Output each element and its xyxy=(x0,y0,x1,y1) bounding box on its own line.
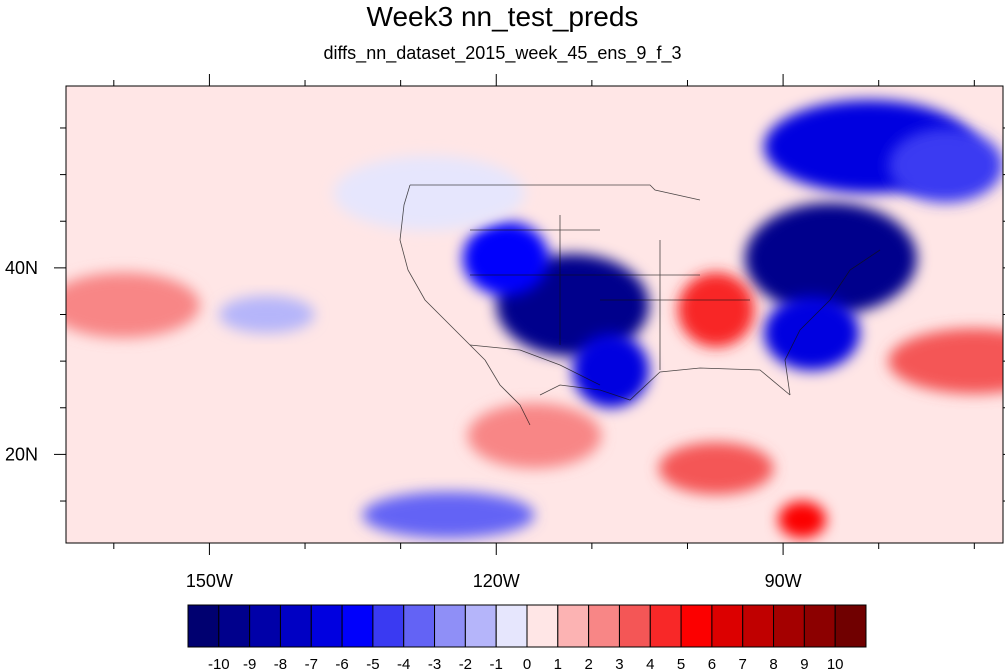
colorbar-swatch xyxy=(680,604,713,648)
colorbar-label: -1 xyxy=(490,656,503,672)
colorbar-swatch xyxy=(649,604,682,648)
gulf-coast xyxy=(539,367,791,401)
colorbar-swatch xyxy=(310,604,343,648)
anomaly-field xyxy=(66,99,1003,539)
colorbar-label: 2 xyxy=(584,656,592,672)
colorbar-label: -3 xyxy=(428,656,441,672)
anomaly-northeast-pacific xyxy=(333,155,525,231)
colorbar-swatch xyxy=(341,604,374,648)
colorbar-swatch xyxy=(218,604,251,648)
lat-tick-label: 20N xyxy=(5,444,38,464)
us-canada-border xyxy=(410,184,701,201)
anomaly-great-basin xyxy=(462,221,549,296)
colorbar-label: -9 xyxy=(243,656,256,672)
colorbar-label: -7 xyxy=(305,656,318,672)
colorbar-label: -4 xyxy=(397,656,410,672)
colorbar-label: 3 xyxy=(615,656,623,672)
colorbar-label: 9 xyxy=(800,656,808,672)
anomaly-north-pacific xyxy=(66,272,200,338)
colorbar-swatch xyxy=(372,604,405,648)
colorbar-swatch xyxy=(773,604,805,648)
colorbar-label: -8 xyxy=(274,656,287,672)
colorbar-swatch xyxy=(434,604,466,648)
colorbar-label: -6 xyxy=(335,656,348,672)
us-west-coast xyxy=(399,184,486,361)
chart-title: Week3 nn_test_preds xyxy=(366,1,639,32)
lat-tick-label: 40N xyxy=(5,258,38,278)
colorbar-label: 10 xyxy=(827,656,844,672)
us-mexico-border xyxy=(469,344,601,386)
colorbar-label: 7 xyxy=(739,656,747,672)
colorbar-label: -2 xyxy=(459,656,472,672)
colorbar-label: 5 xyxy=(677,656,685,672)
colorbar-swatch xyxy=(588,604,620,648)
colorbar-swatch xyxy=(249,604,281,648)
colorbar-label: 0 xyxy=(523,656,531,672)
colorbar-swatch xyxy=(526,604,559,648)
colorbar-swatch xyxy=(187,604,220,648)
anomaly-northern-mexico xyxy=(572,333,650,408)
colorbar-swatch xyxy=(557,604,590,648)
colorbar-label: 1 xyxy=(554,656,562,672)
colorbar-label: -10 xyxy=(208,656,230,672)
colorbar-swatch xyxy=(464,604,497,648)
colorbar: -10 -9 -8 -7 -6 -5 -4 -3 -2 -1 0 1 2 3 4 5 6 7 8 9 10 xyxy=(187,604,867,672)
coastlines-and-borders xyxy=(399,184,881,426)
baja-coast xyxy=(484,359,531,426)
colorbar-swatch xyxy=(495,604,528,648)
anomaly-great-lakes xyxy=(744,202,917,315)
chart-subtitle: diffs_nn_dataset_2015_week_45_ens_9_f_3 xyxy=(323,43,682,63)
colorbar-label: 4 xyxy=(646,656,654,672)
anomaly-eastern-tropical-pacific xyxy=(362,491,535,539)
colorbar-swatch xyxy=(618,604,651,648)
axis-ticks xyxy=(54,74,1005,555)
colorbar-swatch xyxy=(711,604,744,648)
colorbar-label: 8 xyxy=(769,656,777,672)
colorbar-swatch xyxy=(279,604,312,648)
map-plot-area xyxy=(66,86,1003,543)
lon-tick-label: 90W xyxy=(765,571,802,591)
state-line-1 xyxy=(470,215,750,370)
anomaly-baja-offshore xyxy=(467,403,602,469)
colorbar-swatch xyxy=(403,604,436,648)
colorbar-label: -5 xyxy=(366,656,379,672)
colorbar-label: 6 xyxy=(708,656,716,672)
lon-tick-label: 150W xyxy=(186,571,233,591)
colorbar-swatch xyxy=(834,604,867,648)
anomaly-southern-mexico xyxy=(658,442,774,495)
lon-tick-label: 120W xyxy=(473,571,520,591)
colorbar-swatch xyxy=(742,604,775,648)
east-coast xyxy=(784,249,881,396)
colorbar-swatch xyxy=(803,604,836,648)
anomaly-central-america xyxy=(778,501,827,539)
anomaly-labrador xyxy=(888,127,1003,203)
anomaly-subtropical-pacific xyxy=(218,295,315,334)
anomaly-southern-plains xyxy=(677,272,755,348)
anomaly-western-atlantic xyxy=(888,328,1003,394)
anomaly-southeast-us xyxy=(763,295,860,371)
